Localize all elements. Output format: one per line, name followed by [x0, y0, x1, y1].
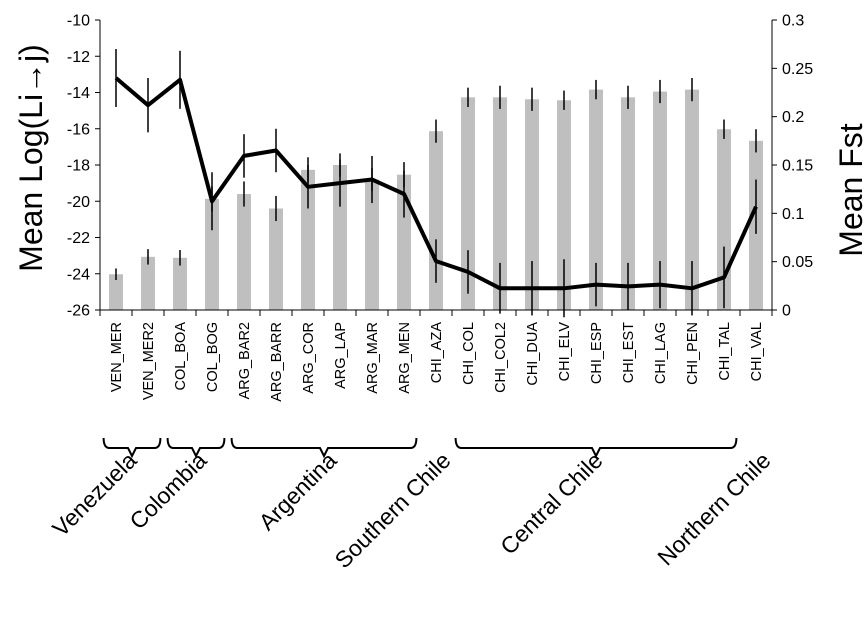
left-tick-label: -10	[67, 13, 90, 30]
category-label-CHI_TAL: CHI_TAL	[717, 322, 733, 381]
bar-CHI_ESP	[589, 89, 603, 310]
bar-CHI_ELV	[557, 100, 571, 310]
category-label-CHI_EST: CHI_EST	[621, 322, 637, 383]
bar-VEN_MER	[109, 274, 123, 310]
bar-ARG_MEN	[397, 174, 411, 310]
category-label-ARG_BAR2: ARG_BAR2	[237, 322, 253, 399]
right-tick-label: 0.25	[782, 61, 813, 78]
right-tick-label: 0	[782, 303, 791, 320]
bar-VEN_MER2	[141, 256, 155, 310]
bar-CHI_COL	[461, 97, 475, 310]
bar-ARG_BARR	[269, 208, 283, 310]
category-label-ARG_MEN: ARG_MEN	[397, 322, 413, 394]
bar-ARG_MAR	[365, 179, 379, 310]
left-tick-label: -24	[67, 266, 90, 283]
left-tick-label: -18	[67, 158, 90, 175]
group-bracket	[230, 437, 418, 459]
bar-ARG_COR	[301, 169, 315, 310]
right-tick-label: 0.1	[782, 206, 804, 223]
bar-CHI_DUA	[525, 99, 539, 311]
category-labels: VEN_MER VEN_MER2 COL_BOA COL_BOG ARG_BAR2 ARG…	[109, 322, 765, 402]
category-label-VEN_MER: VEN_MER	[109, 322, 125, 392]
group-bracket	[102, 437, 162, 459]
group-label: Colombia	[124, 447, 211, 534]
category-label-CHI_ESP: CHI_ESP	[589, 322, 605, 384]
category-label-ARG_MAR: ARG_MAR	[365, 322, 381, 394]
right-tick-label: 0.05	[782, 254, 813, 271]
group-label: Argentina	[254, 447, 342, 535]
category-label-CHI_LAG: CHI_LAG	[653, 322, 669, 384]
category-label-CHI_ELV: CHI_ELV	[557, 322, 573, 382]
bar-COL_BOA	[173, 257, 187, 310]
group-bracket	[166, 437, 226, 459]
left-axis-ticks: -10 -12 -14 -16 -18 -20 -22 -24 -26	[67, 13, 100, 320]
y-axis-left-label: Mean Log(Li→j)	[13, 44, 49, 272]
line-series	[114, 49, 758, 318]
left-tick-label: -20	[67, 194, 90, 211]
category-label-CHI_COL: CHI_COL	[461, 322, 477, 385]
right-axis-ticks: 0.3 0.25 0.2 0.15 0.1 0.05 0	[772, 13, 813, 320]
category-label-CHI_VAL: CHI_VAL	[749, 322, 765, 381]
category-label-CHI_DUA: CHI_DUA	[525, 322, 541, 386]
left-tick-label: -26	[67, 303, 90, 320]
group-label: Southern Chile	[330, 447, 456, 573]
left-tick-label: -16	[67, 121, 90, 138]
category-label-CHI_AZA: CHI_AZA	[429, 322, 445, 384]
y-axis-right-label: Mean Fst	[833, 123, 866, 256]
bar-ARG_LAP	[333, 165, 347, 310]
category-label-ARG_COR: ARG_COR	[301, 322, 317, 394]
group-label: Northern Chile	[652, 447, 775, 570]
bar-COL_BOG	[205, 198, 219, 310]
group-label: Central Chile	[495, 447, 607, 559]
bar-CHI_LAG	[653, 91, 667, 311]
bar-CHI_EST	[621, 97, 635, 310]
category-label-VEN_MER2: VEN_MER2	[141, 322, 157, 400]
left-tick-label: -22	[67, 230, 90, 247]
category-label-CHI_PEN: CHI_PEN	[685, 322, 701, 385]
group-bracket	[454, 437, 738, 459]
group-label: Venezuela	[47, 447, 141, 541]
category-label-COL_BOG: COL_BOG	[205, 322, 221, 392]
left-tick-label: -14	[67, 85, 90, 102]
bar-CHI_PEN	[685, 89, 699, 310]
left-tick-label: -12	[67, 49, 90, 66]
category-label-CHI_COL2: CHI_COL2	[493, 322, 509, 393]
category-label-ARG_LAP: ARG_LAP	[333, 322, 349, 389]
right-tick-label: 0.15	[782, 158, 813, 175]
bar-CHI_TAL	[717, 129, 731, 310]
bar-ARG_BAR2	[237, 194, 251, 310]
right-tick-label: 0.2	[782, 109, 804, 126]
bar-CHI_COL2	[493, 97, 507, 310]
category-label-COL_BOA: COL_BOA	[173, 322, 189, 391]
right-tick-label: 0.3	[782, 13, 804, 30]
bar-series	[109, 89, 763, 311]
category-label-ARG_BARR: ARG_BARR	[269, 322, 285, 402]
bar-CHI_AZA	[429, 131, 443, 310]
